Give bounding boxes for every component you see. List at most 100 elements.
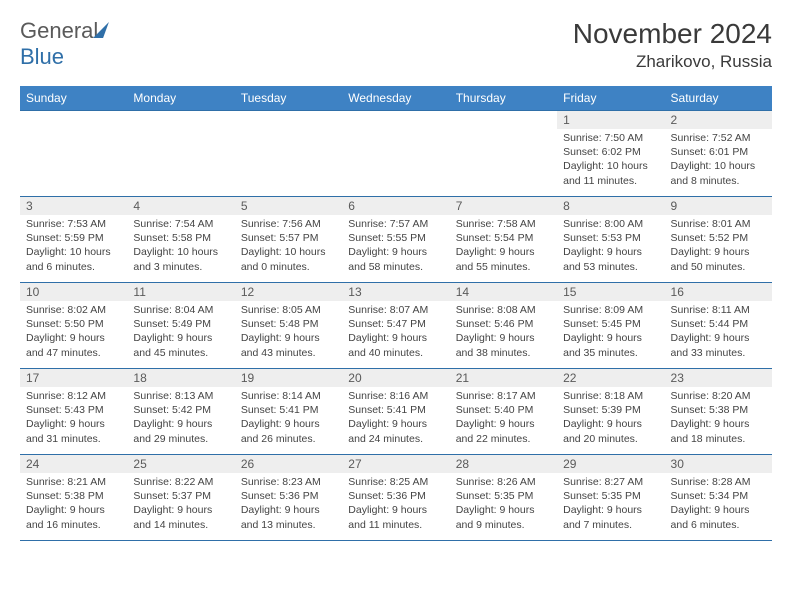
sunrise-text: Sunrise: 8:08 AM xyxy=(456,303,551,317)
sunset-text: Sunset: 5:35 PM xyxy=(563,489,658,503)
day-details: Sunrise: 8:18 AMSunset: 5:39 PMDaylight:… xyxy=(557,387,664,450)
day-number: 3 xyxy=(20,197,127,215)
calendar-cell: 6Sunrise: 7:57 AMSunset: 5:55 PMDaylight… xyxy=(342,197,449,283)
calendar-cell: 18Sunrise: 8:13 AMSunset: 5:42 PMDayligh… xyxy=(127,369,234,455)
calendar-cell: 23Sunrise: 8:20 AMSunset: 5:38 PMDayligh… xyxy=(665,369,772,455)
calendar-cell: 22Sunrise: 8:18 AMSunset: 5:39 PMDayligh… xyxy=(557,369,664,455)
sunrise-text: Sunrise: 7:52 AM xyxy=(671,131,766,145)
day-details: Sunrise: 7:50 AMSunset: 6:02 PMDaylight:… xyxy=(557,129,664,192)
calendar-cell: 29Sunrise: 8:27 AMSunset: 5:35 PMDayligh… xyxy=(557,455,664,541)
calendar-cell: 8Sunrise: 8:00 AMSunset: 5:53 PMDaylight… xyxy=(557,197,664,283)
sunset-text: Sunset: 5:47 PM xyxy=(348,317,443,331)
day-number: 19 xyxy=(235,369,342,387)
day-number: 16 xyxy=(665,283,772,301)
daylight-text: Daylight: 9 hours and 38 minutes. xyxy=(456,331,551,359)
calendar-cell xyxy=(450,111,557,197)
calendar-head: Sunday Monday Tuesday Wednesday Thursday… xyxy=(20,86,772,111)
calendar-cell: 2Sunrise: 7:52 AMSunset: 6:01 PMDaylight… xyxy=(665,111,772,197)
day-details: Sunrise: 8:27 AMSunset: 5:35 PMDaylight:… xyxy=(557,473,664,536)
calendar-cell xyxy=(235,111,342,197)
sunset-text: Sunset: 5:54 PM xyxy=(456,231,551,245)
calendar-cell: 28Sunrise: 8:26 AMSunset: 5:35 PMDayligh… xyxy=(450,455,557,541)
daylight-text: Daylight: 10 hours and 0 minutes. xyxy=(241,245,336,273)
day-number: 5 xyxy=(235,197,342,215)
day-number: 22 xyxy=(557,369,664,387)
month-title: November 2024 xyxy=(573,18,772,50)
daylight-text: Daylight: 9 hours and 26 minutes. xyxy=(241,417,336,445)
day-details: Sunrise: 7:56 AMSunset: 5:57 PMDaylight:… xyxy=(235,215,342,278)
sunset-text: Sunset: 5:42 PM xyxy=(133,403,228,417)
day-details: Sunrise: 8:25 AMSunset: 5:36 PMDaylight:… xyxy=(342,473,449,536)
day-number: 17 xyxy=(20,369,127,387)
day-number: 21 xyxy=(450,369,557,387)
sunrise-text: Sunrise: 7:57 AM xyxy=(348,217,443,231)
daylight-text: Daylight: 9 hours and 53 minutes. xyxy=(563,245,658,273)
daylight-text: Daylight: 9 hours and 24 minutes. xyxy=(348,417,443,445)
day-details: Sunrise: 8:07 AMSunset: 5:47 PMDaylight:… xyxy=(342,301,449,364)
sunset-text: Sunset: 5:35 PM xyxy=(456,489,551,503)
day-number: 10 xyxy=(20,283,127,301)
calendar-cell: 14Sunrise: 8:08 AMSunset: 5:46 PMDayligh… xyxy=(450,283,557,369)
daylight-text: Daylight: 9 hours and 50 minutes. xyxy=(671,245,766,273)
sunset-text: Sunset: 5:39 PM xyxy=(563,403,658,417)
sunrise-text: Sunrise: 7:53 AM xyxy=(26,217,121,231)
day-details: Sunrise: 7:57 AMSunset: 5:55 PMDaylight:… xyxy=(342,215,449,278)
calendar-cell: 7Sunrise: 7:58 AMSunset: 5:54 PMDaylight… xyxy=(450,197,557,283)
calendar-cell: 26Sunrise: 8:23 AMSunset: 5:36 PMDayligh… xyxy=(235,455,342,541)
location: Zharikovo, Russia xyxy=(573,52,772,72)
weekday-header: Thursday xyxy=(450,86,557,111)
sunset-text: Sunset: 5:36 PM xyxy=(348,489,443,503)
logo-word2: Blue xyxy=(20,44,64,69)
daylight-text: Daylight: 9 hours and 20 minutes. xyxy=(563,417,658,445)
day-number: 29 xyxy=(557,455,664,473)
sunrise-text: Sunrise: 8:21 AM xyxy=(26,475,121,489)
calendar-cell: 25Sunrise: 8:22 AMSunset: 5:37 PMDayligh… xyxy=(127,455,234,541)
calendar-cell xyxy=(127,111,234,197)
day-number: 20 xyxy=(342,369,449,387)
daylight-text: Daylight: 9 hours and 29 minutes. xyxy=(133,417,228,445)
sunrise-text: Sunrise: 7:50 AM xyxy=(563,131,658,145)
calendar-row: 10Sunrise: 8:02 AMSunset: 5:50 PMDayligh… xyxy=(20,283,772,369)
calendar-cell: 11Sunrise: 8:04 AMSunset: 5:49 PMDayligh… xyxy=(127,283,234,369)
calendar-row: 1Sunrise: 7:50 AMSunset: 6:02 PMDaylight… xyxy=(20,111,772,197)
daylight-text: Daylight: 9 hours and 18 minutes. xyxy=(671,417,766,445)
sunset-text: Sunset: 6:01 PM xyxy=(671,145,766,159)
sunset-text: Sunset: 5:37 PM xyxy=(133,489,228,503)
day-number: 26 xyxy=(235,455,342,473)
calendar-cell: 10Sunrise: 8:02 AMSunset: 5:50 PMDayligh… xyxy=(20,283,127,369)
daylight-text: Daylight: 9 hours and 22 minutes. xyxy=(456,417,551,445)
sunrise-text: Sunrise: 8:16 AM xyxy=(348,389,443,403)
sunrise-text: Sunrise: 7:56 AM xyxy=(241,217,336,231)
sunrise-text: Sunrise: 8:04 AM xyxy=(133,303,228,317)
logo-text: General Blue xyxy=(20,18,106,70)
day-details: Sunrise: 8:11 AMSunset: 5:44 PMDaylight:… xyxy=(665,301,772,364)
sunrise-text: Sunrise: 8:11 AM xyxy=(671,303,766,317)
calendar-cell: 3Sunrise: 7:53 AMSunset: 5:59 PMDaylight… xyxy=(20,197,127,283)
day-number: 4 xyxy=(127,197,234,215)
calendar-cell: 9Sunrise: 8:01 AMSunset: 5:52 PMDaylight… xyxy=(665,197,772,283)
title-block: November 2024 Zharikovo, Russia xyxy=(573,18,772,72)
sunset-text: Sunset: 5:44 PM xyxy=(671,317,766,331)
daylight-text: Daylight: 9 hours and 31 minutes. xyxy=(26,417,121,445)
calendar-row: 3Sunrise: 7:53 AMSunset: 5:59 PMDaylight… xyxy=(20,197,772,283)
sunrise-text: Sunrise: 8:01 AM xyxy=(671,217,766,231)
daylight-text: Daylight: 9 hours and 40 minutes. xyxy=(348,331,443,359)
day-number: 30 xyxy=(665,455,772,473)
day-details: Sunrise: 8:22 AMSunset: 5:37 PMDaylight:… xyxy=(127,473,234,536)
day-details: Sunrise: 8:04 AMSunset: 5:49 PMDaylight:… xyxy=(127,301,234,364)
calendar-cell: 16Sunrise: 8:11 AMSunset: 5:44 PMDayligh… xyxy=(665,283,772,369)
calendar-cell: 24Sunrise: 8:21 AMSunset: 5:38 PMDayligh… xyxy=(20,455,127,541)
sunrise-text: Sunrise: 8:27 AM xyxy=(563,475,658,489)
day-number: 15 xyxy=(557,283,664,301)
day-details: Sunrise: 8:13 AMSunset: 5:42 PMDaylight:… xyxy=(127,387,234,450)
calendar-cell xyxy=(20,111,127,197)
day-details: Sunrise: 8:05 AMSunset: 5:48 PMDaylight:… xyxy=(235,301,342,364)
calendar-cell: 19Sunrise: 8:14 AMSunset: 5:41 PMDayligh… xyxy=(235,369,342,455)
sunrise-text: Sunrise: 8:25 AM xyxy=(348,475,443,489)
day-details: Sunrise: 8:17 AMSunset: 5:40 PMDaylight:… xyxy=(450,387,557,450)
daylight-text: Daylight: 10 hours and 11 minutes. xyxy=(563,159,658,187)
daylight-text: Daylight: 10 hours and 6 minutes. xyxy=(26,245,121,273)
sunset-text: Sunset: 5:57 PM xyxy=(241,231,336,245)
day-details: Sunrise: 8:14 AMSunset: 5:41 PMDaylight:… xyxy=(235,387,342,450)
weekday-header: Friday xyxy=(557,86,664,111)
